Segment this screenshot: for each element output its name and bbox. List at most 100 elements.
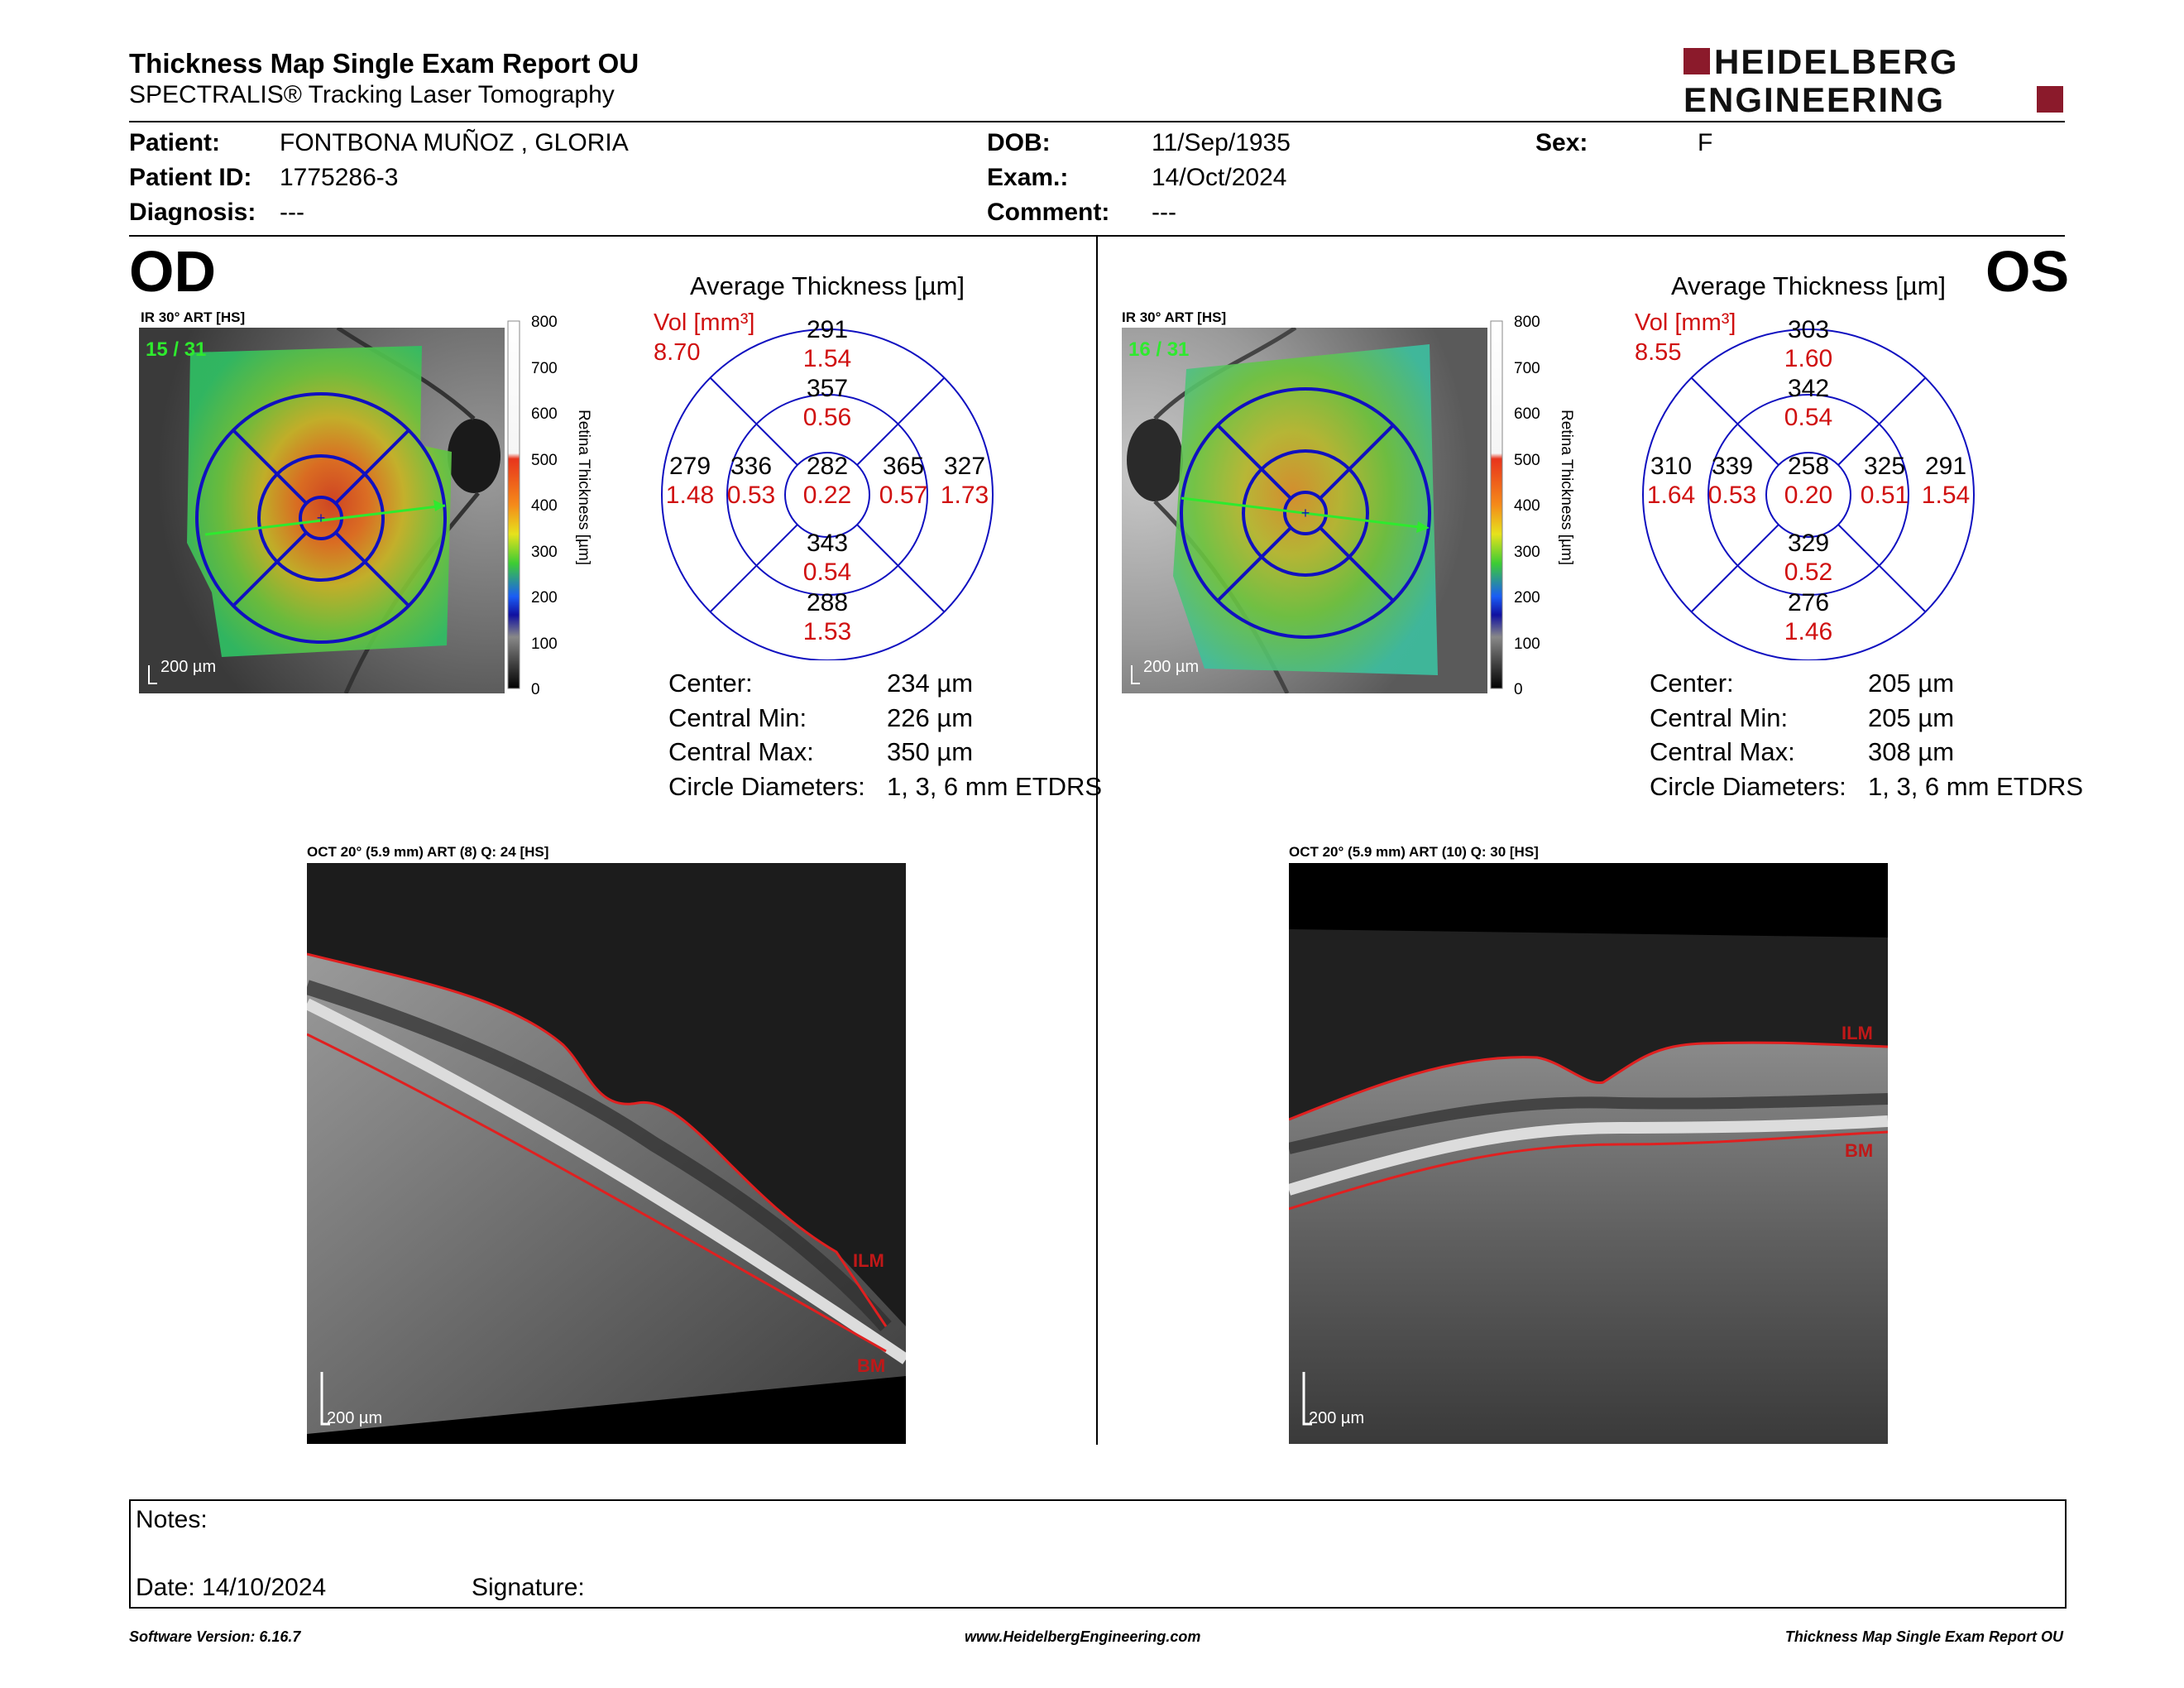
eye-divider [1096, 237, 1098, 1445]
os-center-vol: 0.20 [1784, 482, 1832, 509]
cb-tick-300: 300 [1514, 544, 1540, 561]
cb-tick-700: 700 [1514, 360, 1540, 377]
cb-tick-800: 800 [1514, 314, 1540, 331]
od-outer-top-thk: 291 [807, 316, 848, 343]
od-diam-value: 1, 3, 6 mm ETDRS [887, 772, 1103, 801]
os-center-value: 205 µm [1868, 669, 1955, 698]
od-max-label: Central Max: [668, 737, 814, 766]
cb-tick-500: 500 [531, 452, 558, 469]
os-outer-top-vol: 1.60 [1784, 345, 1832, 372]
os-frame-count: 16 / 31 [1128, 338, 1189, 361]
od-outer-right-thk: 327 [944, 453, 985, 480]
os-scale-bar: 200 µm [1143, 658, 1199, 676]
od-inner-bottom-thk: 343 [807, 530, 848, 557]
od-eye-label: OD [129, 239, 216, 304]
cb-title: Retina Thickness [µm] [575, 410, 592, 565]
od-outer-top-vol: 1.54 [803, 345, 851, 372]
os-center-label: Center: [1650, 669, 1734, 698]
diagnosis-label: Diagnosis: [129, 199, 256, 226]
cb-tick-500: 500 [1514, 452, 1540, 469]
svg-text:+: + [1301, 505, 1310, 521]
os-outer-right-vol: 1.54 [1922, 482, 1970, 509]
od-vol-label: Vol [mm³] [654, 309, 754, 336]
od-frame-count: 15 / 31 [146, 338, 206, 361]
comment-label: Comment: [987, 199, 1110, 226]
cb-tick-100: 100 [531, 635, 558, 653]
od-outer-left-vol: 1.48 [666, 482, 714, 509]
notes-label: Notes: [136, 1506, 208, 1533]
os-vol-label: Vol [mm³] [1635, 309, 1736, 336]
heidelberg-logo: HEIDELBERG ENGINEERING [1679, 42, 2068, 119]
od-oct-label: OCT 20° (5.9 mm) ART (8) Q: 24 [HS] [307, 844, 549, 860]
report-subtitle: SPECTRALIS® Tracking Laser Tomography [129, 81, 615, 108]
comment-value: --- [1152, 199, 1176, 226]
os-outer-top-thk: 303 [1788, 316, 1829, 343]
software-version: Software Version: 6.16.7 [129, 1628, 301, 1645]
cb-tick-0: 0 [531, 681, 540, 695]
diagnosis-value: --- [280, 199, 304, 226]
date-label: Date: 14/10/2024 [136, 1574, 327, 1601]
os-diam-value: 1, 3, 6 mm ETDRS [1868, 772, 2084, 801]
report-title: Thickness Map Single Exam Report OU [129, 48, 639, 79]
os-diam-label: Circle Diameters: [1650, 772, 1846, 801]
notes-box[interactable]: Notes: Date: 14/10/2024 Signature: [129, 1499, 2067, 1609]
od-outer-right-vol: 1.73 [941, 482, 989, 509]
os-min-label: Central Min: [1650, 703, 1789, 732]
cb-tick-600: 600 [531, 405, 558, 423]
dob-label: DOB: [987, 129, 1051, 156]
cb-tick-400: 400 [531, 497, 558, 515]
od-inner-right-vol: 0.57 [879, 482, 927, 509]
od-outer-left-thk: 279 [669, 453, 711, 480]
brand-line2: ENGINEERING [1684, 80, 1945, 117]
os-thickness-map: + 16 / 31 200 µm [1122, 325, 1487, 695]
os-colorbar: 800 700 600 500 400 300 200 100 0 Retina… [1489, 314, 1580, 698]
website-link[interactable]: www.HeidelbergEngineering.com [965, 1628, 1201, 1645]
cb-tick-600: 600 [1514, 405, 1540, 423]
os-bm-label: BM [1845, 1140, 1873, 1161]
sex-value: F [1698, 129, 1713, 156]
cb-tick-0: 0 [1514, 681, 1523, 695]
cb-tick-200: 200 [1514, 589, 1540, 607]
os-outer-bottom-vol: 1.46 [1784, 618, 1832, 645]
os-ir-label: IR 30° ART [HS] [1122, 309, 1227, 325]
os-vol-value: 8.55 [1635, 339, 1681, 366]
od-thickness-map: + 15 / 31 200 µm [139, 325, 505, 695]
cb-title: Retina Thickness [µm] [1558, 410, 1575, 565]
od-bm-label: BM [857, 1355, 885, 1376]
od-center-thk: 282 [807, 453, 848, 480]
os-oct-scale: 200 µm [1309, 1409, 1364, 1427]
os-inner-bottom-thk: 329 [1788, 530, 1829, 557]
od-oct-scale: 200 µm [327, 1409, 382, 1427]
svg-text:+: + [317, 510, 326, 526]
os-eye-label: OS [1985, 239, 2070, 304]
cb-tick-200: 200 [531, 589, 558, 607]
od-min-value: 226 µm [887, 703, 974, 732]
os-inner-top-vol: 0.54 [1784, 404, 1832, 431]
od-inner-left-thk: 336 [730, 453, 772, 480]
od-diam-label: Circle Diameters: [668, 772, 865, 801]
od-inner-right-thk: 365 [883, 453, 924, 480]
patient-value: FONTBONA MUÑOZ , GLORIA [280, 129, 629, 156]
od-vol-value: 8.70 [654, 339, 700, 366]
cb-tick-400: 400 [1514, 497, 1540, 515]
os-inner-left-vol: 0.53 [1708, 482, 1756, 509]
os-center-thk: 258 [1788, 453, 1829, 480]
patient-id-value: 1775286-3 [280, 164, 399, 191]
sex-label: Sex: [1535, 129, 1588, 156]
os-inner-left-thk: 339 [1712, 453, 1753, 480]
os-outer-left-thk: 310 [1650, 453, 1692, 480]
od-center-label: Center: [668, 669, 753, 698]
patient-divider [129, 235, 2065, 237]
od-center-value: 234 µm [887, 669, 974, 698]
od-max-value: 350 µm [887, 737, 974, 766]
dob-value: 11/Sep/1935 [1152, 129, 1291, 156]
od-scale-bar: 200 µm [160, 658, 216, 676]
od-outer-bottom-vol: 1.53 [803, 618, 851, 645]
od-ilm-label: ILM [853, 1250, 884, 1271]
os-oct-label: OCT 20° (5.9 mm) ART (10) Q: 30 [HS] [1289, 844, 1539, 860]
od-colorbar: 800 700 600 500 400 300 200 100 0 Retina… [506, 314, 597, 698]
cb-tick-100: 100 [1514, 635, 1540, 653]
os-max-value: 308 µm [1868, 737, 1955, 766]
od-oct-bscan: ILM BM 200 µm [304, 863, 909, 1444]
os-outer-left-vol: 1.64 [1647, 482, 1695, 509]
